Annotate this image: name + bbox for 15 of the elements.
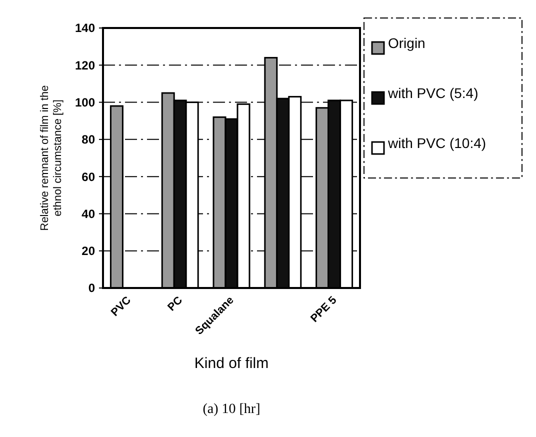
- y-tick-label: 80: [82, 132, 96, 147]
- y-axis-title: Relative remnant of film in the ethnol circumstance [%]: [39, 85, 64, 231]
- legend-label: Origin: [388, 35, 426, 51]
- x-tick-label: PC: [166, 294, 185, 314]
- y-tick-label: 40: [82, 206, 96, 221]
- y-tick-label: 20: [82, 244, 96, 258]
- x-axis-title: Kind of film: [194, 355, 269, 372]
- y-tick-label: 60: [82, 170, 96, 184]
- y-tick-label: 0: [88, 281, 96, 296]
- legend-label: with PVC (10:4): [387, 135, 486, 151]
- legend-label: with PVC (5:4): [387, 85, 478, 101]
- text: (a) 10 [hr]: [202, 402, 260, 417]
- y-tick-label: 120: [74, 58, 96, 72]
- y-tick-label: 140: [74, 21, 96, 36]
- y-tick-label: 100: [74, 95, 96, 110]
